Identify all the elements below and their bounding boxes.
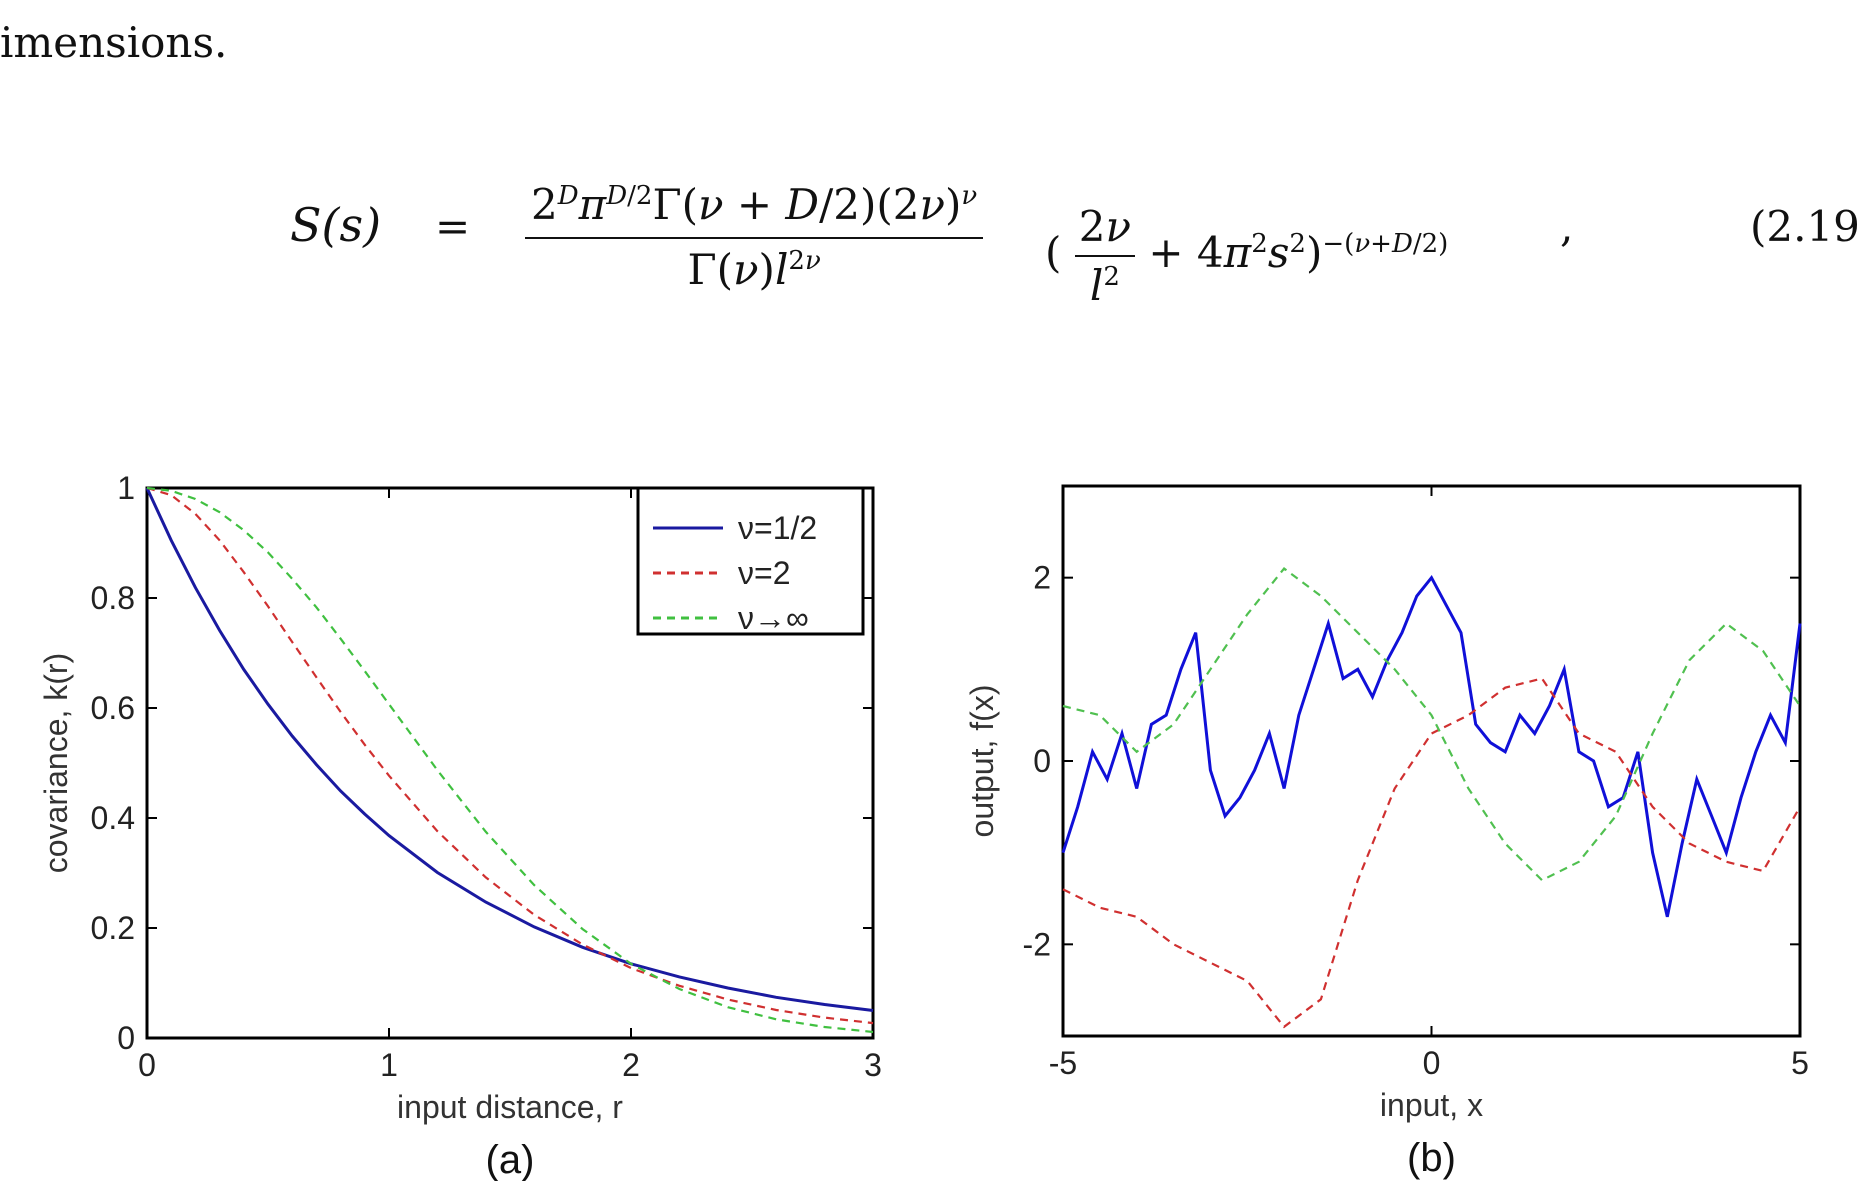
x-tick-label: 3 xyxy=(864,1047,882,1083)
x-tick-label: 5 xyxy=(1791,1045,1809,1081)
body-text-fragment: imensions. xyxy=(0,18,228,67)
chart-a-covariance: 0 1 2 3 0 0.2 0.4 0.6 0.8 1 input distance, r covar… xyxy=(38,470,882,1181)
figure-caption: (a) xyxy=(486,1138,535,1181)
y-tick-label: 2 xyxy=(1033,560,1051,596)
equation-rest: ( 2ν l2 + 4π2s2)−(ν+D/2) xyxy=(1045,202,1449,310)
equation-denominator: Γ(ν)l2ν xyxy=(687,245,821,294)
series-line-3 xyxy=(146,486,874,1034)
x-axis-label: input distance, r xyxy=(397,1089,623,1125)
x-tick-label: -5 xyxy=(1049,1045,1077,1081)
equation-lhs: S(s) xyxy=(290,198,382,252)
equation-comma: , xyxy=(1560,202,1574,251)
y-axis-label: output, f(x) xyxy=(964,685,1000,838)
x-axis-label: input, x xyxy=(1380,1087,1483,1123)
series-line-1 xyxy=(1061,574,1802,918)
equation-equals-sign: = xyxy=(435,202,471,251)
series-line-2 xyxy=(1062,677,1801,1029)
figure-panels: 0 1 2 3 0 0.2 0.4 0.6 0.8 1 input distance, r covar… xyxy=(0,470,1862,1181)
x-tick-label: 1 xyxy=(380,1047,398,1083)
y-tick-label: 0.8 xyxy=(91,580,135,616)
y-tick-label: 1 xyxy=(117,470,135,506)
y-tick-label: 0.4 xyxy=(91,800,135,836)
y-axis-label: covariance, k(r) xyxy=(38,653,74,874)
series-line-1 xyxy=(145,487,874,1012)
series-line-3 xyxy=(1062,566,1801,882)
legend-label: ν→∞ xyxy=(738,600,809,636)
x-tick-label: 2 xyxy=(622,1047,640,1083)
plot-frame xyxy=(1061,484,1802,1038)
y-tick-label: 0.2 xyxy=(91,910,135,946)
equation-numerator: 2DπD/2Γ(ν + D/2)(2ν)ν xyxy=(525,180,984,239)
chart-b-samples: -5 0 5 -2 0 2 input, x output, f(x) (b) xyxy=(964,484,1809,1180)
x-tick-label: 0 xyxy=(1423,1045,1441,1081)
y-tick-label: 0 xyxy=(1033,743,1051,779)
legend-label: ν=2 xyxy=(738,555,790,591)
y-tick-label: -2 xyxy=(1023,926,1051,962)
equation-fraction: 2DπD/2Γ(ν + D/2)(2ν)ν Γ(ν)l2ν xyxy=(525,180,984,294)
legend-label: ν=1/2 xyxy=(738,510,817,546)
x-tick-label: 0 xyxy=(138,1047,156,1083)
y-tick-label: 0.6 xyxy=(91,690,135,726)
equation-number: (2.19) xyxy=(1750,202,1862,251)
legend-box xyxy=(636,486,865,636)
series-line-2 xyxy=(146,486,874,1025)
plot-frame xyxy=(145,486,875,1040)
figure-caption: (b) xyxy=(1407,1136,1456,1180)
equation-2-19: S(s) = 2DπD/2Γ(ν + D/2)(2ν)ν Γ(ν)l2ν ( 2… xyxy=(0,180,1862,330)
y-tick-label: 0 xyxy=(117,1020,135,1056)
